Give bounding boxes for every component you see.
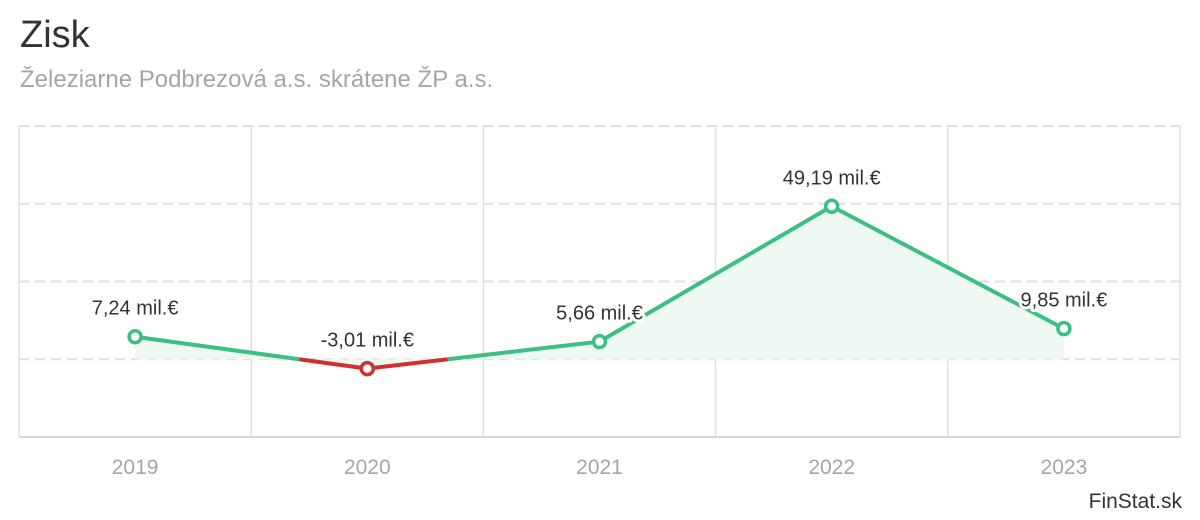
line-segment xyxy=(134,334,300,362)
data-point xyxy=(127,328,143,345)
chart-subtitle: Železiarne Podbrezová a.s. skrátene ŽP a… xyxy=(20,66,494,93)
data-label: 49,19 mil.€ xyxy=(783,167,881,189)
credit-link[interactable]: FinStat.sk xyxy=(1088,490,1182,513)
data-point xyxy=(1056,320,1072,337)
data-points xyxy=(127,198,1072,377)
line-segment xyxy=(829,204,1066,331)
line-segment xyxy=(597,204,834,344)
data-label: 9,85 mil.€ xyxy=(1021,290,1108,312)
line-segment xyxy=(298,357,368,371)
chart-title: Zisk xyxy=(20,14,90,56)
x-tick-label: 2022 xyxy=(808,456,855,479)
area-fill xyxy=(135,206,1064,369)
x-tick-label: 2023 xyxy=(1041,456,1088,479)
data-point xyxy=(359,360,376,377)
series-line xyxy=(134,204,1066,371)
x-tick-label: 2019 xyxy=(112,456,159,479)
x-tick-label: 2021 xyxy=(576,456,623,479)
line-segment xyxy=(447,339,600,362)
data-label: 5,66 mil.€ xyxy=(556,303,643,325)
data-point xyxy=(823,198,840,215)
data-label: -3,01 mil.€ xyxy=(321,330,414,352)
data-label: 7,24 mil.€ xyxy=(92,298,179,320)
grid xyxy=(18,125,1181,438)
area-fill-path xyxy=(135,206,1064,369)
line-segment xyxy=(367,357,449,371)
data-labels: 7,24 mil.€ -3,01 mil.€ 5,66 mil.€ 49,19 mil… xyxy=(89,164,1111,354)
data-point xyxy=(591,333,608,350)
x-tick-label: 2020 xyxy=(344,456,391,479)
x-axis-ticks: 2019 2020 2021 2022 2023 xyxy=(112,456,1088,479)
